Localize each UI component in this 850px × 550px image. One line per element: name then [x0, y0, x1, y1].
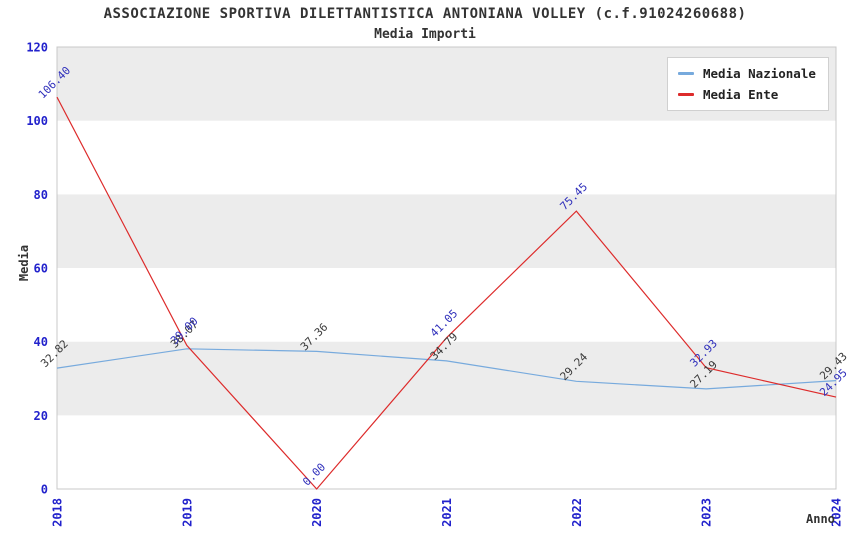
grid-band: [57, 194, 836, 268]
y-tick-label: 120: [26, 41, 48, 55]
y-tick-label: 60: [34, 262, 48, 276]
y-tick-label: 0: [41, 483, 48, 497]
legend: Media Nazionale Media Ente: [667, 57, 829, 111]
x-tick-label: 2021: [440, 498, 454, 527]
y-tick-label: 100: [26, 114, 48, 128]
series-line-media-nazionale: [56, 348, 837, 390]
y-tick-label: 80: [34, 188, 48, 202]
grid-band: [57, 341, 836, 416]
legend-label: Media Ente: [703, 87, 779, 102]
y-tick-label: 40: [34, 335, 48, 349]
legend-label: Media Nazionale: [703, 66, 816, 81]
x-tick-label: 2024: [830, 498, 844, 527]
grid-band: [57, 120, 836, 195]
y-axis-label: Media: [17, 244, 32, 282]
x-tick-label: 2018: [51, 498, 65, 527]
x-tick-label: 2019: [180, 498, 194, 527]
plot-border: [56, 46, 837, 490]
x-axis-label: Anno: [806, 512, 835, 526]
y-tick-label: 20: [34, 409, 48, 423]
grid-band: [57, 268, 836, 342]
x-tick-label: 2022: [570, 498, 584, 527]
chart-title: ASSOCIAZIONE SPORTIVA DILETTANTISTICA AN…: [103, 6, 747, 22]
series-line-media-ente: [56, 96, 837, 490]
x-tick-label: 2023: [700, 498, 714, 527]
x-tick-label: 2020: [310, 498, 324, 527]
legend-swatch-blue-line-icon: [678, 72, 694, 75]
grid-band: [57, 415, 836, 489]
legend-item-media-nazionale: Media Nazionale: [678, 66, 816, 81]
chart-subtitle: Media Importi: [374, 27, 476, 42]
legend-item-media-ente: Media Ente: [678, 87, 816, 102]
legend-swatch-red-line-icon: [678, 93, 694, 96]
